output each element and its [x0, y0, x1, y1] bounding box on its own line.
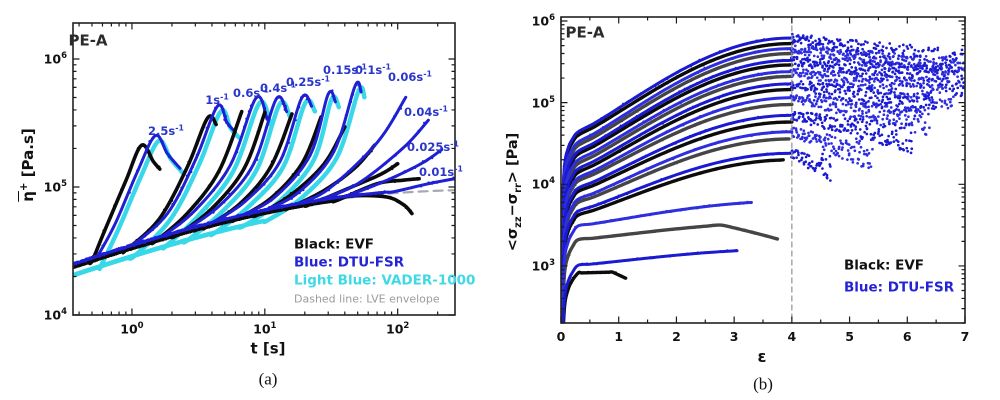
rate-label-3: 0.4s-1	[260, 80, 296, 96]
y-tick-label-a-1: 105	[43, 179, 67, 195]
x-tick-label-b-7: 7	[960, 328, 970, 344]
plot-a: 100 101 102 104 105 106 PE-A η+ [Pa.s] t [s] (a) 2…	[0, 0, 500, 400]
rate-label-4: 0.25s-1	[286, 74, 330, 90]
rate-label-5: 0.15s-1	[323, 62, 367, 78]
x-tick-label-b-4: 4	[787, 328, 797, 344]
rate-label-9: 0.025s-1	[407, 139, 459, 155]
y-axis-title-b: <σzz−σrr> [Pa]	[505, 132, 525, 252]
x-tick-label-b-1: 1	[614, 328, 624, 344]
x-tick-label-a-0: 100	[120, 321, 144, 337]
plot-b-canvas	[500, 0, 1000, 400]
plot-title-a: PE-A	[68, 31, 108, 50]
y-tick-label-b-0: 103	[531, 258, 555, 274]
x-tick-label-b-6: 6	[902, 328, 912, 344]
legend-item-a-3: Dashed line: LVE envelope	[294, 292, 440, 306]
rate-label-0: 2.5s-1	[148, 123, 184, 139]
plot-title-b: PE-A	[565, 23, 605, 42]
plot-a-canvas	[0, 0, 500, 400]
legend-item-b-1: Blue: DTU-FSR	[844, 279, 955, 296]
caption-a: (a)	[258, 369, 278, 389]
rate-label-8: 0.04s-1	[404, 104, 448, 120]
x-tick-label-b-2: 2	[672, 328, 681, 344]
y-tick-label-b-3: 106	[531, 13, 555, 29]
plot-b: 0 1 2 3 4 5 6 7 103 104 105 106 PE-A <σzz−σrr> [Pa] ε (…	[500, 0, 1000, 400]
x-axis-title-a: t [s]	[250, 339, 286, 358]
y-tick-label-b-1: 104	[531, 176, 555, 192]
x-tick-label-b-5: 5	[845, 328, 854, 344]
legend-item-a-2: Light Blue: VADER-1000	[294, 272, 476, 289]
y-tick-label-a-2: 106	[43, 51, 67, 67]
y-tick-label-a-0: 104	[43, 307, 67, 323]
legend-item-a-0: Black: EVF	[294, 236, 374, 253]
rate-label-6: 0.1s-1	[355, 62, 391, 78]
x-tick-label-a-2: 102	[386, 321, 410, 337]
x-axis-title-b: ε	[757, 347, 767, 366]
legend-item-b-0: Black: EVF	[844, 257, 924, 274]
legend-item-a-1: Blue: DTU-FSR	[294, 254, 405, 271]
x-tick-label-b-3: 3	[729, 328, 739, 344]
x-tick-label-a-1: 101	[253, 321, 277, 337]
rate-label-7: 0.06s-1	[388, 69, 432, 85]
caption-b: (b)	[753, 374, 773, 394]
rate-label-1: 1s-1	[205, 92, 229, 108]
rate-label-10: 0.01s-1	[419, 164, 463, 180]
x-tick-label-b-0: 0	[556, 328, 566, 344]
rate-label-2: 0.6s-1	[233, 85, 269, 101]
y-tick-label-b-2: 105	[531, 94, 555, 110]
y-axis-title-a: η+ [Pa.s]	[19, 128, 37, 202]
